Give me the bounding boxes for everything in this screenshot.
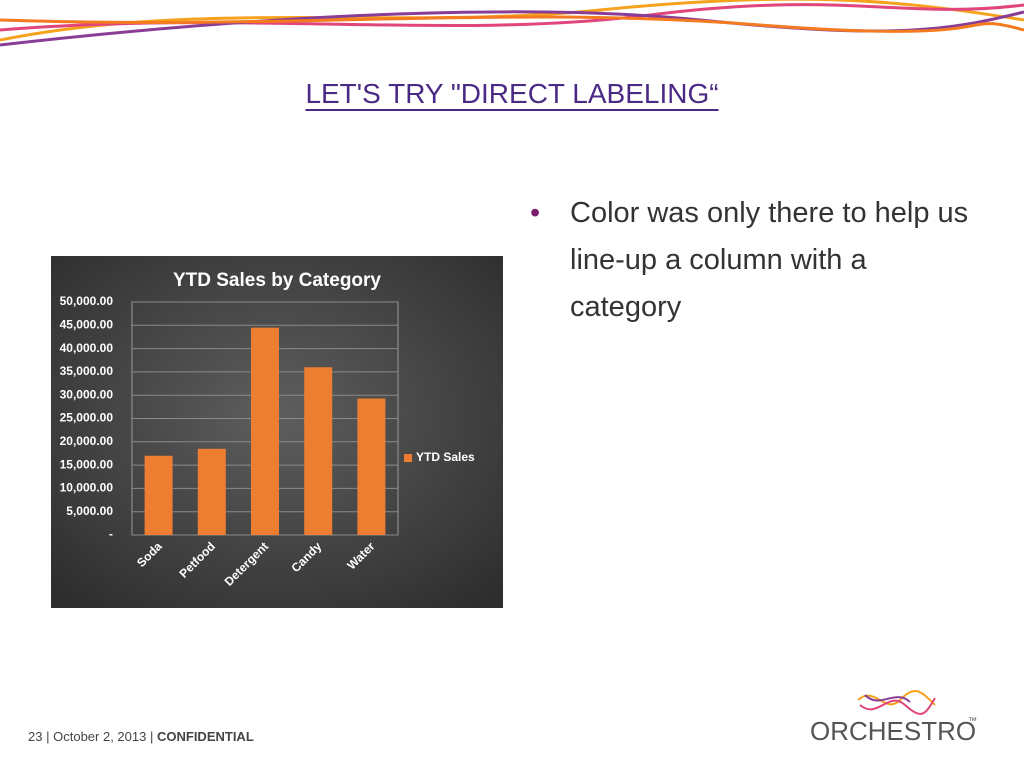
y-tick-label: 15,000.00	[60, 457, 114, 471]
y-tick-label: 50,000.00	[60, 294, 114, 308]
y-tick-label: 40,000.00	[60, 341, 114, 355]
page-number: 23	[28, 729, 43, 744]
legend-label: YTD Sales	[416, 450, 475, 464]
slide-title: LET'S TRY "DIRECT LABELING“	[0, 78, 1024, 110]
logo-mark: ™	[968, 715, 977, 725]
logo-swirl	[857, 690, 936, 715]
logo-text: ORCHESTRO	[810, 716, 976, 746]
y-tick-label: 10,000.00	[60, 481, 114, 495]
footer: 23 | October 2, 2013 | CONFIDENTIAL	[28, 729, 254, 744]
top-swoosh	[0, 0, 1024, 47]
bullet-text: Color was only there to help us line-up …	[570, 197, 969, 323]
y-tick-label: 45,000.00	[60, 317, 114, 331]
bar	[197, 448, 226, 535]
y-tick-label: -	[109, 527, 113, 541]
y-tick-label: 30,000.00	[60, 387, 114, 401]
bar	[251, 327, 279, 535]
confidential: CONFIDENTIAL	[156, 729, 254, 744]
bar	[144, 455, 173, 535]
y-tick-label: 5,000.00	[66, 504, 113, 518]
chart-title: YTD Sales by Category	[173, 270, 381, 291]
y-tick-label: 25,000.00	[60, 411, 114, 425]
y-tick-label: 20,000.00	[60, 434, 114, 448]
separator: |	[46, 729, 50, 744]
y-tick-label: 35,000.00	[60, 364, 114, 378]
separator: |	[149, 729, 154, 744]
bullet-dot: •	[530, 197, 541, 229]
bar	[357, 398, 386, 535]
legend-swatch	[404, 454, 412, 462]
slide-title-text: LET'S TRY "DIRECT LABELING“	[305, 78, 719, 109]
date: October 2, 2013	[53, 729, 147, 744]
bar	[304, 367, 333, 535]
